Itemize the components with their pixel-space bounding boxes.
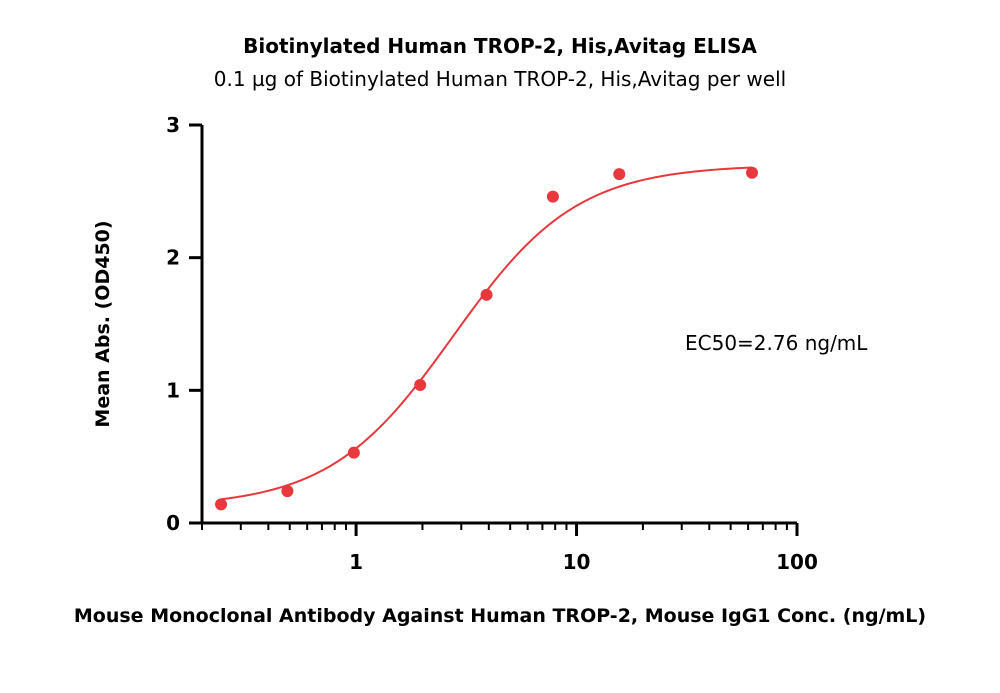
y-tick-label-2: 2 [166,246,180,270]
fit-curve [220,166,753,501]
plot-area: 0 1 2 3 1 10 100 [166,113,818,574]
y-tick-label-3: 3 [166,113,180,137]
data-point [746,166,759,179]
ec50-annotation: EC50=2.76 ng/mL [685,331,868,355]
chart-subtitle: 0.1 µg of Biotinylated Human TROP-2, His… [214,67,786,91]
chart-title: Biotinylated Human TROP-2, His,Avitag EL… [243,34,757,58]
x-tick-label-1: 1 [349,550,363,574]
data-point [613,168,626,181]
y-tick-label-0: 0 [166,511,180,535]
data-point [347,446,360,459]
data-point [546,190,559,203]
y-tick-label-1: 1 [166,378,180,402]
data-point [480,288,493,301]
data-point [215,498,228,511]
x-tick-label-10: 10 [563,550,591,574]
x-axis-label: Mouse Monoclonal Antibody Against Human … [74,605,926,627]
data-point [281,485,294,498]
y-axis-label: Mean Abs. (OD450) [92,220,114,427]
x-tick-label-100: 100 [776,550,818,574]
data-point [414,379,427,392]
